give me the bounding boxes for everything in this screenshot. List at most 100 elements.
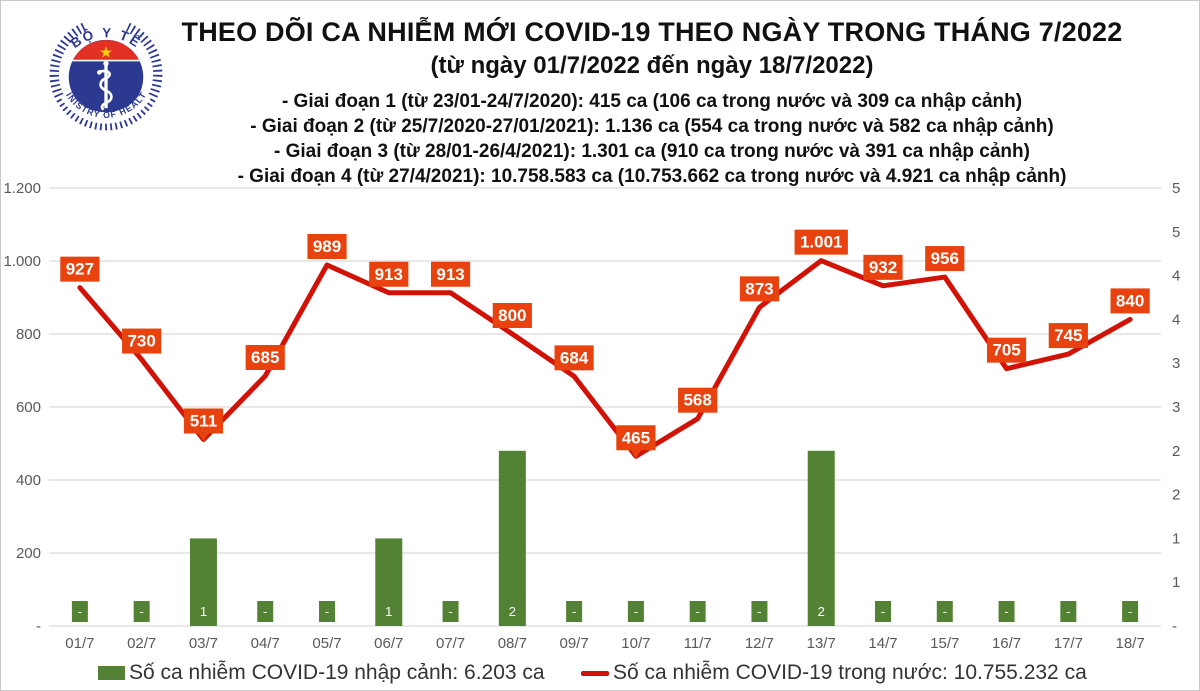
x-axis-label: 03/7 xyxy=(189,635,218,652)
phase-1-line: - Giai đoạn 1 (từ 23/01-24/7/2020): 415 … xyxy=(281,91,1023,112)
point-label: 511 xyxy=(190,411,217,430)
bar-value-label: - xyxy=(1128,604,1132,619)
trend-line xyxy=(77,258,1133,459)
point-label-box xyxy=(678,387,718,413)
right-axis-tick: 1 xyxy=(1172,530,1180,547)
bar-value-label: - xyxy=(1004,604,1008,619)
bar-zero-stub xyxy=(875,601,891,622)
point-label-box xyxy=(369,261,409,287)
point-label: 956 xyxy=(931,249,959,268)
right-axis-tick: 1 xyxy=(1172,574,1180,591)
point-label-box xyxy=(60,256,100,282)
right-axis-tick: 4 xyxy=(1172,268,1180,285)
bar-value-label: - xyxy=(881,604,885,619)
x-axis-label: 05/7 xyxy=(312,635,341,652)
bar-zero-stub xyxy=(751,601,768,622)
x-axis-label: 13/7 xyxy=(807,635,836,652)
bar-zero-stub xyxy=(257,601,274,622)
bar-value-label: - xyxy=(78,604,82,619)
right-axis-tick: 2 xyxy=(1172,443,1180,460)
bar-zero-stub xyxy=(627,601,644,622)
x-axis-label: 12/7 xyxy=(745,635,774,652)
bar xyxy=(189,538,217,626)
point-label: 800 xyxy=(498,306,526,325)
star-icon: ★ xyxy=(99,44,113,61)
page-subtitle: (từ ngày 01/7/2022 đến ngày 18/7/2022) xyxy=(430,52,874,79)
logo-red-segment xyxy=(72,39,140,61)
bar xyxy=(807,450,835,626)
point-label: 685 xyxy=(251,348,279,367)
bar-zero-stub xyxy=(1122,601,1139,622)
phase-2-line: - Giai đoạn 2 (từ 25/7/2020-27/01/2021):… xyxy=(250,116,1054,137)
bar-value-label: 1 xyxy=(385,604,392,619)
bar-value-label: 2 xyxy=(818,604,825,619)
bar-zero-stub xyxy=(133,601,150,622)
bar-zero-stub xyxy=(998,601,1015,622)
right-axis-tick: 3 xyxy=(1172,355,1180,372)
bar-value-label: - xyxy=(1066,604,1070,619)
legend-bar-label: Số ca nhiễm COVID-19 nhập cảnh: 6.203 ca xyxy=(129,661,545,684)
chart-header: THEO DÕI CA NHIỄM MỚI COVID-19 THEO NGÀY… xyxy=(113,17,1191,189)
point-label: 465 xyxy=(622,428,650,447)
x-axis-label: 10/7 xyxy=(621,635,650,652)
right-axis-tick: 4 xyxy=(1172,311,1180,328)
point-label-box xyxy=(122,328,162,354)
point-label-box xyxy=(430,261,471,287)
point-label-box xyxy=(1110,288,1150,314)
point-label-box xyxy=(925,246,965,272)
x-axis-label: 17/7 xyxy=(1054,635,1083,652)
legend-bar-series: Số ca nhiễm COVID-19 nhập cảnh: 6.203 ca xyxy=(98,656,545,690)
point-label: 927 xyxy=(66,260,94,279)
point-label-box xyxy=(986,337,1027,363)
point-label-box xyxy=(245,344,285,370)
phase-4-line: - Giai đoạn 4 (từ 27/4/2021): 10.758.583… xyxy=(237,166,1067,187)
bar-value-label: - xyxy=(572,604,576,619)
bar-value-label: - xyxy=(448,604,452,619)
logo-hatch-ring xyxy=(49,22,163,131)
bar-value-label: - xyxy=(695,604,699,619)
bar-zero-stub xyxy=(319,601,335,622)
left-axis-tick: - xyxy=(36,618,41,635)
left-axis-tick: 400 xyxy=(16,472,41,489)
bar-zero-stub xyxy=(1060,601,1077,622)
point-label-box xyxy=(739,276,780,302)
point-label: 913 xyxy=(375,265,403,284)
point-label-box xyxy=(863,254,903,280)
covid-daily-combo-chart: - 200 400 600 800 1.000 1.200 - 1 1 2 2 3 3 4 4 5 5 01/7 02… xyxy=(3,180,1180,652)
left-axis-tick: 200 xyxy=(16,545,41,562)
point-label-box xyxy=(307,234,347,260)
x-axis-label: 01/7 xyxy=(65,635,94,652)
right-axis-tick: 3 xyxy=(1172,399,1180,416)
point-label-box xyxy=(554,345,594,371)
point-label: 840 xyxy=(1116,291,1144,310)
point-label: 684 xyxy=(560,348,589,367)
x-axis-label: 16/7 xyxy=(992,635,1021,652)
bar xyxy=(498,450,526,626)
point-label: 989 xyxy=(313,237,341,256)
bar-series-swatch xyxy=(98,666,125,680)
bar-value-label: 2 xyxy=(509,604,516,619)
ministry-of-health-logo: ★ BỘ Y TẾ MINISTRY OF HEALTH xyxy=(47,15,163,131)
point-label-box xyxy=(616,425,656,451)
bar-zero-stub xyxy=(566,601,583,622)
bar-value-label: - xyxy=(139,604,143,619)
right-axis-tick: - xyxy=(1172,618,1177,635)
x-axis-label: 18/7 xyxy=(1116,635,1145,652)
point-label: 932 xyxy=(869,258,897,277)
left-axis-tick: 800 xyxy=(16,326,41,343)
x-axis-label: 06/7 xyxy=(374,635,403,652)
bar-value-label: - xyxy=(325,604,329,619)
bar-zero-stub xyxy=(689,601,706,622)
bar-zero-stub xyxy=(936,601,953,622)
x-axis-label: 15/7 xyxy=(930,635,959,652)
bar-value-label: - xyxy=(943,604,947,619)
logo-text-band xyxy=(60,90,152,124)
point-label: 705 xyxy=(992,341,1020,360)
legend-line-label: Số ca nhiễm COVID-19 trong nước: 10.755.… xyxy=(613,661,1087,684)
point-label: 913 xyxy=(436,265,464,284)
bar-value-label: - xyxy=(263,604,267,619)
line-series-swatch xyxy=(581,670,609,676)
left-axis-tick: 1.000 xyxy=(3,253,41,270)
bar xyxy=(375,538,403,626)
